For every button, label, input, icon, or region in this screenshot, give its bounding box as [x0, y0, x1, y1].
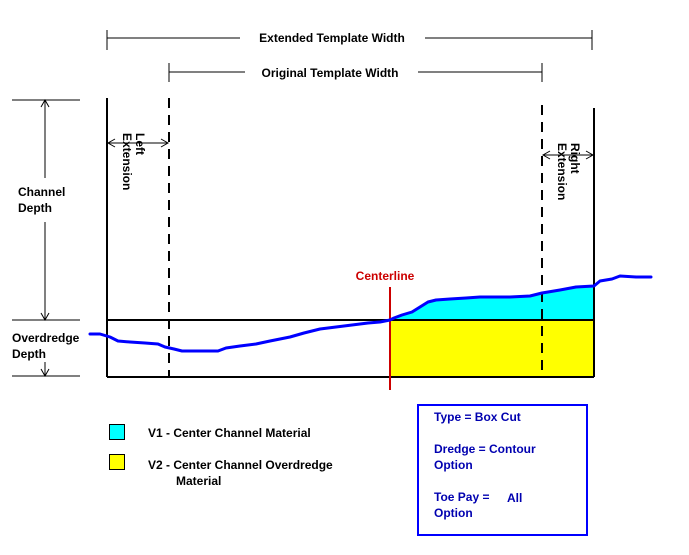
v1-material-region: [390, 286, 594, 320]
right-extension-label: Right Extension: [555, 143, 582, 200]
extended-width-dimension: Extended Template Width: [106, 30, 593, 50]
right-extension-label-line1: Right: [568, 143, 582, 174]
right-extension-label-line2: Extension: [555, 143, 569, 200]
original-width-label: Original Template Width: [261, 66, 398, 80]
right-extension-arrow: [541, 150, 595, 160]
channel-depth-label-line1: Channel: [18, 185, 65, 199]
overdredge-depth-label-line2: Depth: [12, 347, 46, 361]
extended-width-label: Extended Template Width: [259, 31, 405, 45]
v2-legend-label-line2: Material: [176, 474, 222, 488]
v2-legend-label-line1: V2 - Center Channel Overdredge: [148, 458, 333, 472]
channel-depth-dimension: Channel Depth: [12, 98, 80, 322]
existing-bottom-profile: [88, 274, 653, 353]
centerline-label: Centerline: [356, 269, 415, 283]
dredge-line: Dredge = Contour: [434, 442, 536, 456]
toe-pay-option-line: Option: [434, 506, 473, 520]
overdredge-depth-label-line1: Overdredge: [12, 331, 80, 345]
type-line: Type = Box Cut: [434, 410, 521, 424]
overdredge-depth-dimension: Overdredge Depth: [12, 331, 80, 378]
dredge-option-line: Option: [434, 458, 473, 472]
left-extension-arrow: [106, 138, 170, 148]
toe-pay-value: All: [507, 491, 523, 505]
v1-legend-label: V1 - Center Channel Material: [148, 426, 311, 440]
left-extension-label: Left Extension: [120, 133, 147, 190]
template-info-box: Type = Box Cut Dredge = Contour Option T…: [417, 404, 588, 536]
toe-pay-label: Toe Pay =: [434, 490, 490, 504]
channel-depth-label-line2: Depth: [18, 201, 52, 215]
original-width-dimension: Original Template Width: [168, 63, 543, 82]
left-extension-label-line1: Left: [133, 133, 147, 155]
v1-legend-swatch: [109, 424, 125, 440]
left-extension-label-line2: Extension: [120, 133, 134, 190]
v2-overdredge-region: [390, 320, 594, 377]
v2-legend-swatch: [109, 454, 125, 470]
